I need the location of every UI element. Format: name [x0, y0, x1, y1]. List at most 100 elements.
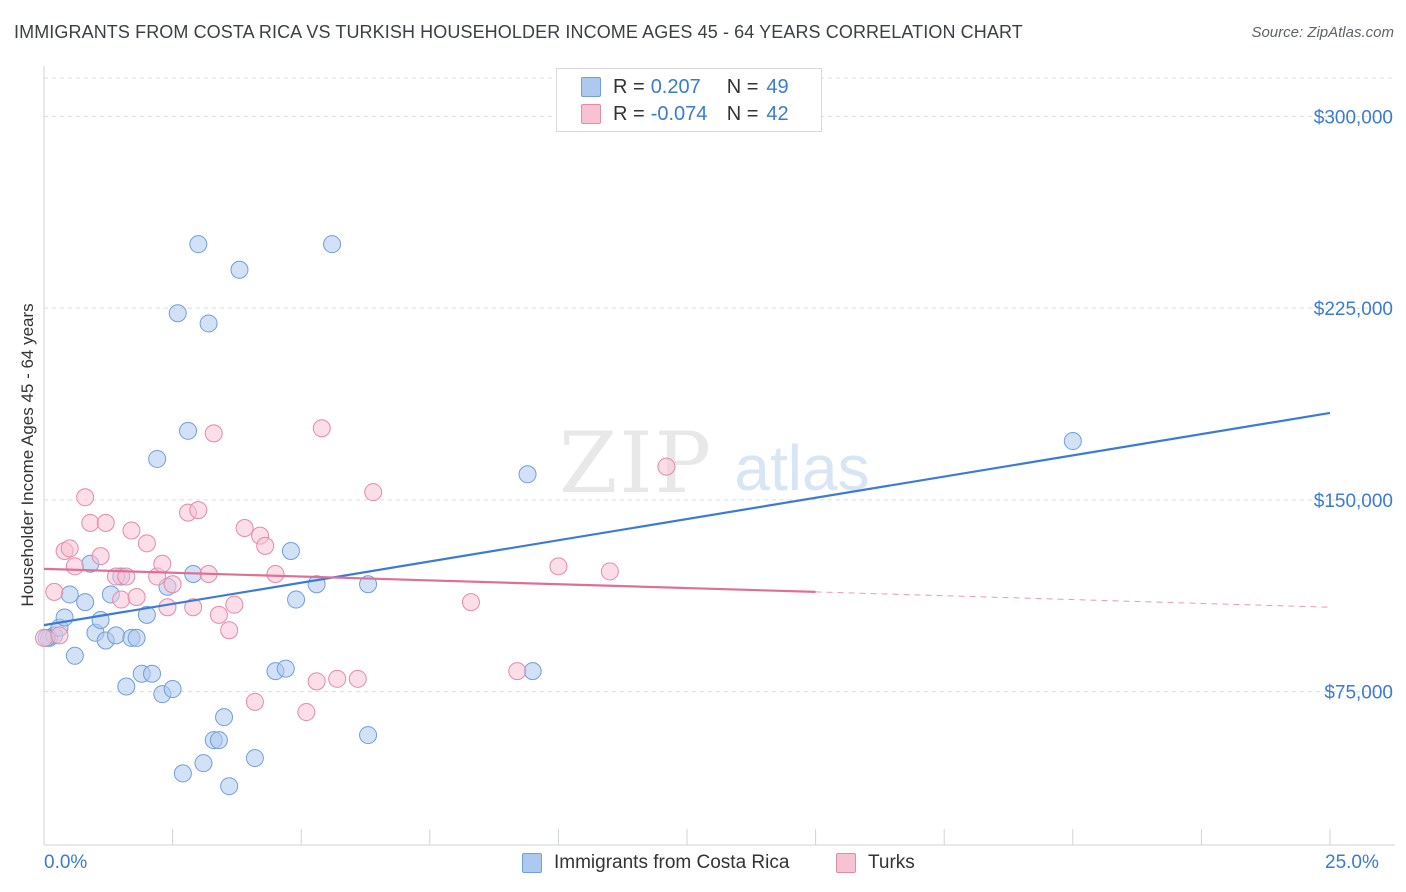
turks-point — [204, 424, 223, 443]
turks-point — [76, 488, 95, 507]
turks-trend-line-extrapolated — [815, 591, 1331, 608]
turks-point — [307, 672, 326, 691]
x-tick-label-min: 0.0% — [44, 852, 88, 873]
turks-point — [245, 692, 264, 711]
costa-rica-trend-line — [43, 411, 1331, 627]
costa-rica-point — [523, 662, 542, 681]
turks-point — [35, 628, 53, 647]
costa-rica-point — [148, 449, 167, 468]
turks-point — [184, 598, 203, 617]
costa-rica-point — [199, 314, 218, 333]
turks-point — [91, 547, 110, 566]
turks-point — [348, 669, 367, 688]
turks-point — [96, 513, 115, 532]
n-value: 42 — [766, 102, 789, 125]
costa-rica-point — [359, 726, 378, 745]
r-label: R = — [613, 102, 645, 125]
costa-rica-point — [65, 646, 84, 665]
turks-point — [266, 564, 285, 583]
costa-rica-point — [60, 585, 79, 604]
costa-rica-point — [518, 465, 537, 484]
costa-rica-point — [359, 575, 378, 594]
costa-rica-legend-swatch — [522, 853, 542, 873]
watermark-zip: ZIP — [559, 414, 713, 512]
turks-trend-line — [43, 567, 816, 593]
costa-rica-point — [220, 777, 239, 796]
turks-point — [65, 557, 84, 576]
y-axis-label: Householder Income Ages 45 - 64 years — [18, 303, 37, 607]
y-tick-label: $300,000 — [1314, 107, 1393, 128]
turks-point — [137, 534, 156, 553]
costa-rica-point — [245, 749, 264, 768]
turks-point — [127, 588, 146, 607]
turks-swatch — [581, 104, 601, 124]
turks-point — [657, 457, 676, 476]
costa-rica-point — [76, 593, 95, 612]
costa-rica-point — [127, 628, 146, 647]
turks-point — [50, 626, 69, 645]
n-label: N = — [726, 102, 759, 125]
r-value: 0.207 — [650, 75, 701, 98]
legend-item-turks: Turks — [836, 852, 915, 874]
turks-point — [122, 521, 141, 540]
costa-rica-point — [173, 764, 192, 783]
stats-legend: R = 0.207 N = 49 R = -0.074 N = 42 — [556, 68, 822, 132]
turks-point — [297, 703, 316, 722]
costa-rica-point — [194, 754, 213, 773]
turks-point — [153, 554, 172, 573]
turks-point — [364, 483, 383, 502]
costa-rica-swatch — [581, 77, 601, 97]
stats-legend-row-turks: R = -0.074 N = 42 — [581, 102, 789, 126]
costa-rica-point — [137, 605, 156, 624]
y-tick-label: $225,000 — [1314, 299, 1393, 320]
turks-point — [60, 539, 79, 558]
turks-point — [163, 575, 182, 594]
r-label: R = — [613, 75, 645, 98]
stats-legend-row-costa-rica: R = 0.207 N = 49 — [581, 75, 789, 99]
legend-label-costa-rica: Immigrants from Costa Rica — [554, 852, 790, 873]
r-value: -0.074 — [650, 102, 708, 125]
chart-title: IMMIGRANTS FROM COSTA RICA VS TURKISH HO… — [14, 22, 1023, 42]
costa-rica-point — [1063, 432, 1082, 451]
costa-rica-point — [287, 590, 306, 609]
x-tick-label-max: 25.0% — [1325, 852, 1379, 873]
turks-point — [461, 593, 480, 612]
turks-point — [220, 621, 239, 640]
turks-point — [549, 557, 568, 576]
turks-point — [256, 536, 275, 555]
y-tick-label: $150,000 — [1314, 491, 1393, 512]
costa-rica-point — [323, 235, 342, 254]
legend-label-turks: Turks — [868, 852, 915, 873]
y-tick-label: $75,000 — [1324, 683, 1393, 704]
turks-legend-swatch — [836, 853, 856, 873]
legend-item-costa-rica: Immigrants from Costa Rica — [522, 852, 789, 874]
costa-rica-point — [276, 659, 295, 678]
costa-rica-point — [179, 421, 198, 440]
turks-point — [508, 662, 527, 681]
turks-point — [600, 562, 619, 581]
costa-rica-point — [281, 541, 300, 560]
costa-rica-point — [143, 664, 162, 683]
n-label: N = — [726, 75, 759, 98]
turks-point — [81, 513, 100, 532]
costa-rica-point — [163, 680, 182, 699]
turks-point — [45, 582, 64, 601]
costa-rica-point — [117, 677, 136, 696]
turks-point — [112, 590, 131, 609]
turks-point — [209, 605, 228, 624]
turks-point — [312, 419, 331, 438]
costa-rica-point — [107, 626, 126, 645]
turks-point — [225, 595, 244, 614]
costa-rica-point — [168, 304, 187, 323]
turks-point — [189, 501, 208, 520]
costa-rica-point — [189, 235, 208, 254]
n-value: 49 — [766, 75, 789, 98]
costa-rica-point — [230, 260, 249, 279]
costa-rica-point — [209, 731, 228, 750]
source-label: Source: ZipAtlas.com — [1251, 24, 1394, 41]
turks-point — [235, 518, 254, 537]
costa-rica-point — [215, 708, 234, 727]
turks-point — [328, 669, 347, 688]
turks-point — [158, 598, 177, 617]
